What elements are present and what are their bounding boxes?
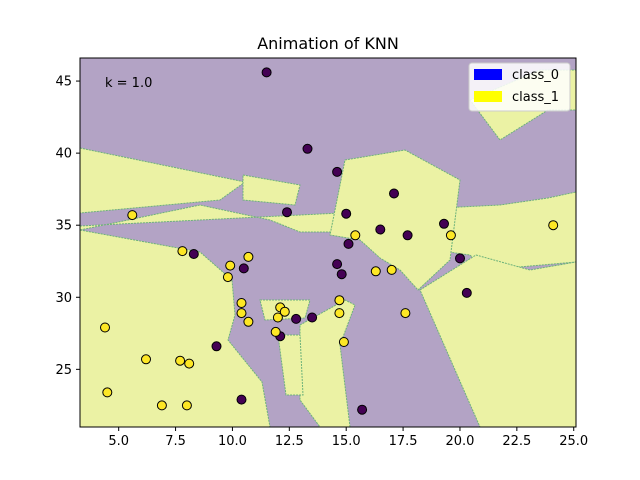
legend-swatch-class-0 — [474, 69, 502, 80]
decision-regions-class-1 — [80, 69, 576, 427]
plot-frame — [79, 57, 577, 428]
x-tick-label: 20.0 — [445, 434, 474, 449]
point-class-0 — [336, 269, 347, 280]
point-class-1 — [350, 230, 361, 241]
point-class-0 — [291, 313, 302, 324]
point-class-1 — [236, 298, 247, 308]
plot-area: k = 1.0 — [80, 58, 576, 427]
x-tick-label: 10.0 — [218, 434, 247, 449]
point-class-1 — [181, 400, 192, 411]
point-class-1 — [156, 400, 167, 411]
point-class-1 — [370, 266, 381, 277]
point-class-1 — [236, 308, 247, 319]
region-class-1 — [80, 229, 271, 427]
point-class-1 — [222, 272, 233, 283]
point-class-1 — [400, 308, 411, 319]
x-tick-label: 7.5 — [165, 434, 186, 449]
point-class-0 — [332, 166, 343, 177]
region-class-1 — [80, 147, 247, 214]
x-tick-label: 25.0 — [559, 434, 588, 449]
point-class-0 — [188, 249, 199, 259]
point-class-1 — [272, 312, 283, 323]
x-tick-label: 22.5 — [502, 434, 531, 449]
y-axis: 25 30 35 40 45 — [55, 75, 80, 378]
point-class-0 — [375, 224, 386, 235]
y-tick-label: 35 — [55, 219, 72, 234]
point-class-0 — [211, 341, 222, 352]
points-layer — [100, 67, 559, 415]
point-class-0 — [439, 218, 449, 229]
y-tick-label: 45 — [55, 75, 72, 90]
region-class-1 — [419, 254, 576, 427]
point-class-0 — [357, 404, 368, 415]
point-class-1 — [334, 295, 345, 306]
point-class-1 — [338, 337, 349, 347]
point-class-1 — [386, 264, 397, 275]
point-class-1 — [102, 387, 113, 398]
point-class-1 — [279, 306, 290, 317]
point-class-0 — [307, 312, 318, 323]
x-tick-label: 5.0 — [108, 434, 129, 449]
legend-swatch-class-1 — [474, 91, 502, 102]
k-annotation: k = 1.0 — [105, 76, 152, 91]
point-class-0 — [343, 238, 354, 249]
chart-title: Animation of KNN — [257, 34, 399, 53]
point-class-1 — [243, 251, 254, 262]
legend-label-class-1: class_1 — [512, 90, 559, 105]
point-class-0 — [455, 253, 465, 264]
region-class-1 — [277, 334, 304, 396]
x-tick-label: 17.5 — [389, 434, 418, 449]
point-class-1 — [141, 354, 151, 365]
point-class-0 — [282, 207, 292, 218]
point-class-1 — [334, 308, 345, 319]
point-class-1 — [127, 210, 138, 221]
y-tick-label: 25 — [55, 363, 72, 378]
point-class-1 — [445, 230, 456, 241]
legend-label-class-0: class_0 — [512, 68, 559, 83]
x-tick-label: 12.5 — [275, 434, 304, 449]
point-class-1 — [225, 260, 236, 271]
point-class-0 — [389, 188, 399, 199]
point-class-1 — [548, 220, 559, 231]
region-class-1 — [242, 174, 301, 206]
y-tick-label: 30 — [55, 291, 72, 306]
point-class-0 — [461, 287, 472, 298]
point-class-0 — [238, 263, 249, 274]
legend: class_0 class_1 — [468, 62, 571, 112]
point-class-0 — [236, 394, 247, 405]
point-class-1 — [175, 355, 186, 366]
point-class-1 — [177, 246, 188, 257]
point-class-1 — [100, 322, 110, 333]
point-class-1 — [270, 326, 281, 337]
y-tick-label: 40 — [55, 147, 72, 162]
point-class-0 — [261, 67, 272, 78]
point-class-0 — [402, 230, 413, 241]
point-class-1 — [243, 316, 254, 327]
x-tick-label: 15.0 — [332, 434, 361, 449]
x-axis: 5.0 7.5 10.0 12.5 15.0 17.5 20.0 22.5 25.0 — [108, 427, 588, 449]
point-class-0 — [341, 208, 352, 219]
region-class-1 — [299, 299, 356, 427]
region-class-1 — [329, 149, 461, 291]
point-class-0 — [302, 143, 313, 154]
point-class-1 — [184, 358, 195, 369]
point-class-0 — [332, 259, 343, 270]
